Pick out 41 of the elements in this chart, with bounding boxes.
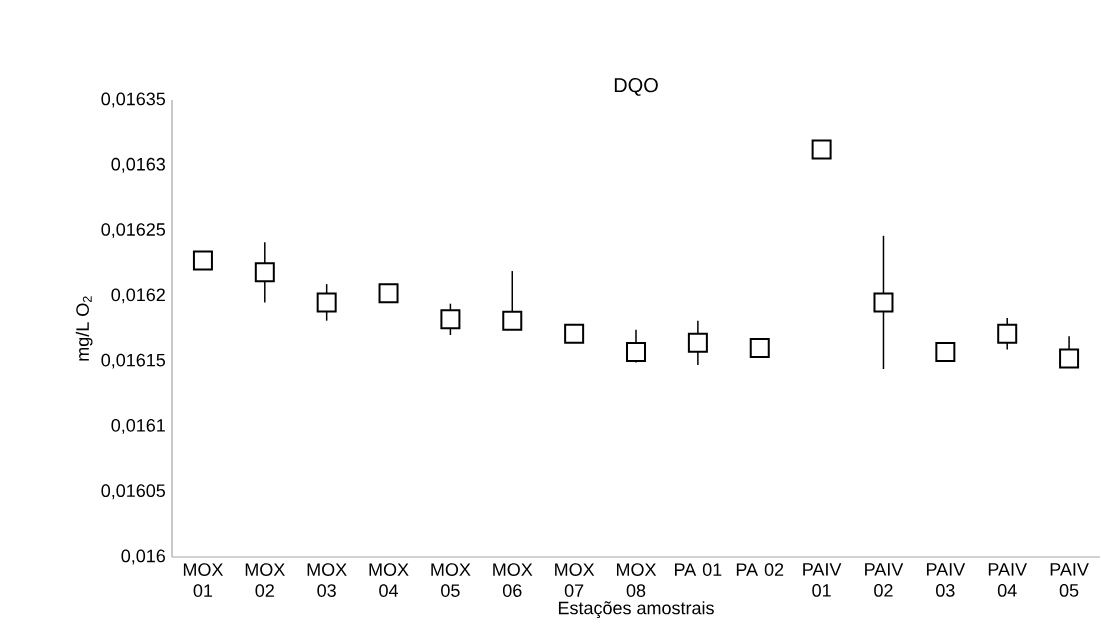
point [378, 283, 399, 304]
x-tick-label: PAIV 01 [803, 563, 842, 597]
y-tick-label: 0,0162 [111, 288, 165, 304]
y-tick-label: 0,01625 [101, 223, 166, 238]
point [502, 310, 523, 331]
x-tick-label: PAIV 05 [1050, 563, 1089, 597]
y-tick-label: 0,0161 [111, 419, 165, 434]
x-tick-label: PA 02 [736, 563, 784, 576]
point [192, 250, 213, 271]
point [626, 342, 647, 362]
x-tick-label: MOX 01 [183, 563, 224, 597]
x-tick-label: MOX 06 [493, 563, 533, 597]
x-tick-label: PAIV 04 [988, 563, 1027, 597]
x-tick-label: MOX 05 [431, 563, 471, 597]
y-tick-label: 0,01605 [101, 484, 166, 500]
point [749, 338, 770, 359]
chart-title: DQO [614, 78, 658, 96]
x-tick-label: MOX 03 [307, 563, 347, 597]
x-tick-label: PAIV 03 [926, 563, 966, 597]
point [935, 342, 956, 362]
point [564, 323, 585, 344]
y-tick-label: 0,016 [121, 549, 165, 565]
x-tick-label: PAIV 02 [865, 563, 904, 597]
point [873, 292, 894, 313]
y-tick-label: 0,01615 [101, 353, 166, 369]
point [316, 292, 337, 313]
y-axis-title: mg/L O$_{2}$ [75, 296, 93, 361]
point [440, 309, 461, 330]
point [254, 262, 275, 283]
x-tick-label: PA 01 [675, 563, 722, 576]
point [997, 323, 1018, 344]
x-tick-label: MOX 08 [616, 563, 657, 597]
x-tick-label: MOX 02 [245, 563, 285, 597]
x-tick-label: MOX 04 [369, 563, 409, 597]
point [687, 332, 708, 353]
point [1059, 348, 1080, 369]
y-tick-label: 0,01635 [101, 92, 166, 108]
point [811, 139, 832, 160]
x-axis-title: Estações amostrais [558, 601, 714, 618]
y-tick-label: 0,0163 [111, 157, 165, 173]
x-tick-label: MOX 07 [555, 563, 595, 597]
